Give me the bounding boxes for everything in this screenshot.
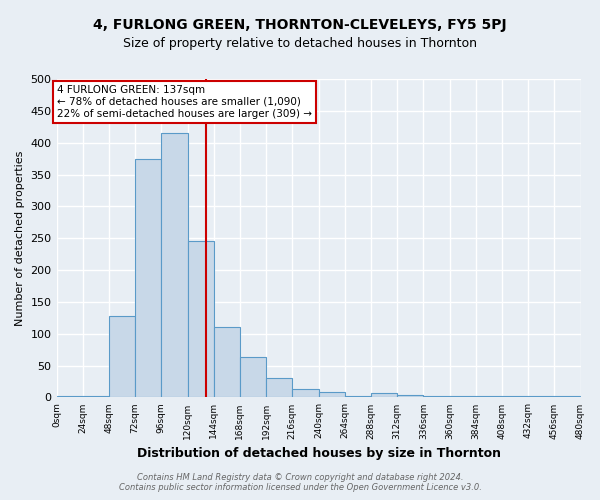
Bar [476,396,502,398]
Bar [371,393,397,398]
Text: Contains HM Land Registry data © Crown copyright and database right 2024.
Contai: Contains HM Land Registry data © Crown c… [119,473,481,492]
Bar [554,396,580,398]
Bar [83,396,109,398]
Text: 4, FURLONG GREEN, THORNTON-CLEVELEYS, FY5 5PJ: 4, FURLONG GREEN, THORNTON-CLEVELEYS, FY… [93,18,507,32]
Bar [109,316,135,398]
Text: 4 FURLONG GREEN: 137sqm
← 78% of detached houses are smaller (1,090)
22% of semi: 4 FURLONG GREEN: 137sqm ← 78% of detache… [57,86,312,118]
Bar [424,396,449,398]
Bar [135,158,161,398]
Bar [319,392,345,398]
Bar [502,396,528,398]
Bar [188,242,214,398]
Bar [345,396,371,398]
Bar [266,378,292,398]
Bar [292,389,319,398]
Bar [397,395,424,398]
Bar [161,133,188,398]
Bar [449,396,476,398]
Text: Size of property relative to detached houses in Thornton: Size of property relative to detached ho… [123,38,477,51]
Bar [56,396,83,398]
Bar [214,328,240,398]
Bar [528,396,554,398]
Bar [240,358,266,398]
X-axis label: Distribution of detached houses by size in Thornton: Distribution of detached houses by size … [137,447,500,460]
Y-axis label: Number of detached properties: Number of detached properties [15,150,25,326]
